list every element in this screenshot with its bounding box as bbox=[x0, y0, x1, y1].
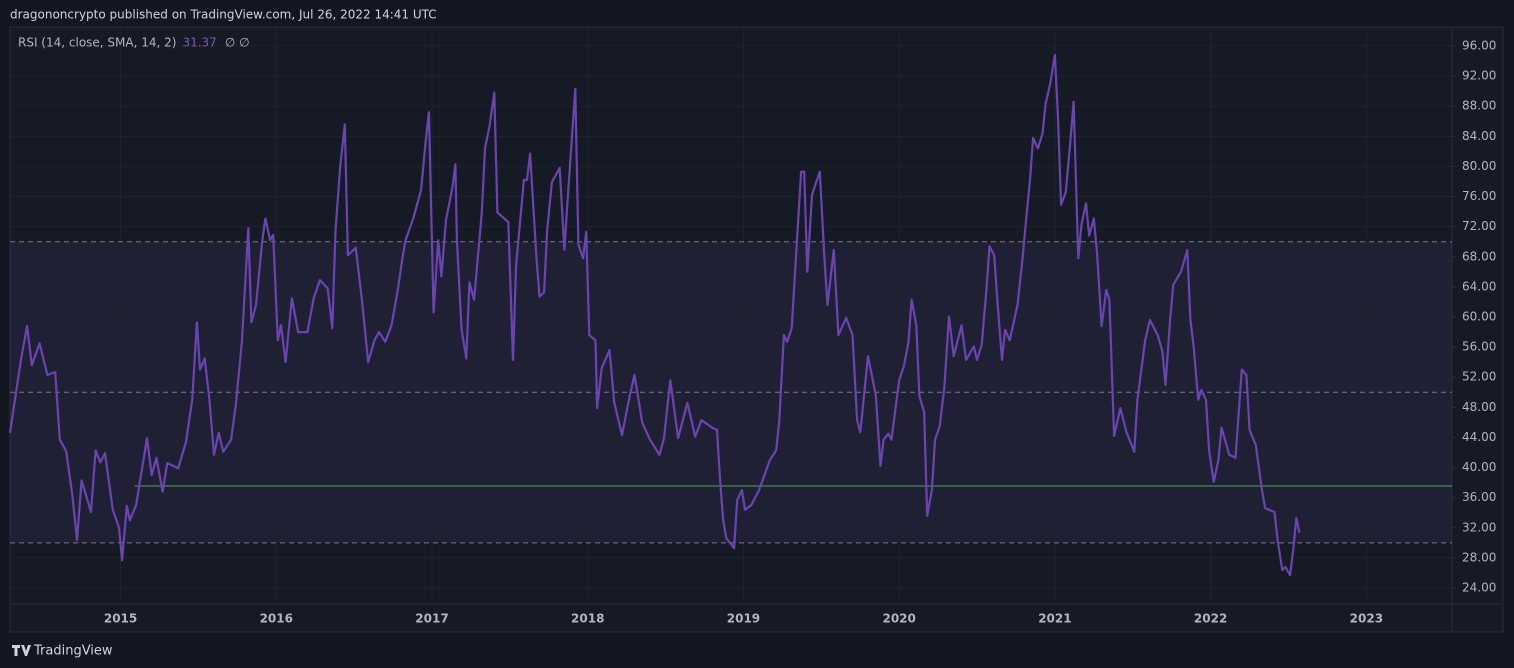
legend-label: RSI (14, close, SMA, 14, 2) bbox=[18, 36, 176, 50]
header-title: dragononcrypto published on TradingView.… bbox=[10, 8, 437, 22]
y-tick-label: 76.00 bbox=[1462, 189, 1496, 203]
y-tick-label: 56.00 bbox=[1462, 340, 1496, 354]
y-tick-label: 92.00 bbox=[1462, 69, 1496, 83]
y-tick-label: 44.00 bbox=[1462, 430, 1496, 444]
x-tick-label: 2015 bbox=[104, 612, 137, 626]
y-tick-label: 24.00 bbox=[1462, 581, 1496, 595]
x-tick-label: 2016 bbox=[260, 612, 293, 626]
footer-brand[interactable]: TradingView bbox=[33, 644, 113, 659]
y-tick-label: 88.00 bbox=[1462, 99, 1496, 113]
y-tick-label: 68.00 bbox=[1462, 249, 1496, 263]
y-tick-label: 40.00 bbox=[1462, 460, 1496, 474]
y-tick-label: 60.00 bbox=[1462, 310, 1496, 324]
y-tick-label: 72.00 bbox=[1462, 219, 1496, 233]
chart-pane bbox=[9, 26, 1504, 633]
y-tick-label: 48.00 bbox=[1462, 400, 1496, 414]
x-tick-label: 2017 bbox=[415, 612, 448, 626]
y-tick-label: 84.00 bbox=[1462, 129, 1496, 143]
rsi-line bbox=[8, 53, 1301, 577]
plot bbox=[8, 27, 1456, 604]
x-tick-label: 2023 bbox=[1350, 612, 1383, 626]
y-tick-label: 36.00 bbox=[1462, 490, 1496, 504]
x-tick-label: 2019 bbox=[727, 612, 760, 626]
y-tick-label: 32.00 bbox=[1462, 520, 1496, 534]
legend-value: 31.37 bbox=[182, 36, 216, 50]
y-tick-label: 64.00 bbox=[1462, 279, 1496, 293]
y-tick-label: 96.00 bbox=[1462, 38, 1496, 52]
x-tick-label: 2020 bbox=[882, 612, 915, 626]
x-tick-label: 2021 bbox=[1038, 612, 1071, 626]
y-tick-label: 28.00 bbox=[1462, 550, 1496, 564]
y-tick-label: 80.00 bbox=[1462, 159, 1496, 173]
x-tick-label: 2022 bbox=[1194, 612, 1227, 626]
x-tick-label: 2018 bbox=[571, 612, 604, 626]
y-tick-label: 52.00 bbox=[1462, 370, 1496, 384]
brand-logo bbox=[12, 645, 31, 656]
legend-symbols: ∅ ∅ bbox=[225, 36, 250, 50]
